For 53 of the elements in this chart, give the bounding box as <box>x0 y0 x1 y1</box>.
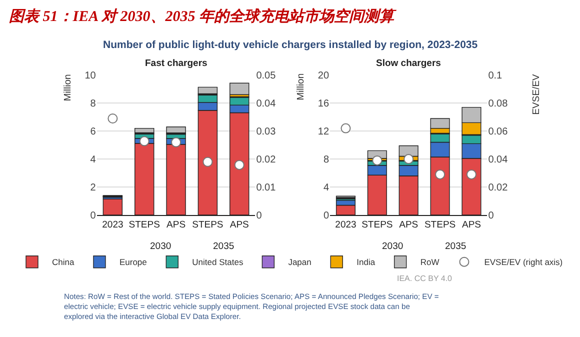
y2-tick-label: 0 <box>488 210 494 222</box>
x-tick-label: 2023 <box>102 219 124 230</box>
y-tick-label: 10 <box>84 70 96 82</box>
y-tick-label: 20 <box>318 70 330 82</box>
legend-label: EVSE/EV (right axis) <box>484 257 563 268</box>
x-tick-label: APS <box>166 219 186 230</box>
text: 2030 <box>382 241 404 252</box>
legend-label: United States <box>192 257 244 268</box>
y2-axis-title: EVSE/EV <box>531 73 542 115</box>
x-tick-label: STEPS <box>362 219 393 230</box>
y2-tick-label: 0.04 <box>256 98 276 110</box>
y2-tick-label: 0 <box>256 210 262 222</box>
y-tick-label: 16 <box>318 98 330 110</box>
y-tick-label: 0 <box>323 210 330 222</box>
text: 2035 <box>213 241 234 252</box>
legend-label: Europe <box>119 257 148 268</box>
y-tick-label: 0 <box>90 210 96 222</box>
y-tick-label: 6 <box>90 126 96 138</box>
y-axis-title: Million <box>296 73 307 100</box>
chart-title: Slow chargers <box>376 58 441 69</box>
text: 2030 <box>150 241 172 252</box>
y-tick-label: 8 <box>323 154 330 166</box>
chart-title: Fast chargers <box>145 58 208 69</box>
y2-tick-label: 0.06 <box>488 126 508 138</box>
text: 2035 <box>445 241 466 252</box>
legend-label: Japan <box>288 257 312 268</box>
x-tick-label: STEPS <box>192 219 224 230</box>
y-tick-label: 4 <box>90 154 96 166</box>
y-tick-label: 12 <box>318 126 330 138</box>
y2-tick-label: 0.01 <box>256 182 276 194</box>
x-tick-label: APS <box>462 219 481 230</box>
x-tick-label: STEPS <box>424 219 456 230</box>
y-tick-label: 8 <box>90 98 96 110</box>
y2-tick-label: 0.08 <box>488 98 508 110</box>
y2-tick-label: 0.02 <box>488 182 508 194</box>
y2-tick-label: 0.03 <box>256 126 276 138</box>
y2-tick-label: 0.1 <box>488 70 503 82</box>
y-axis-title: Million <box>62 74 74 102</box>
y-tick-label: 2 <box>90 182 96 194</box>
y-tick-label: 4 <box>323 182 330 194</box>
text: IEA. CC BY 4.0 <box>397 274 453 283</box>
text: Number of public light-duty vehicle chargers installed by region, 2023-2035 <box>103 39 478 51</box>
x-tick-label: APS <box>399 219 418 230</box>
y2-tick-label: 0.04 <box>488 154 508 166</box>
y2-tick-label: 0.05 <box>256 70 276 82</box>
x-tick-label: 2023 <box>335 219 356 230</box>
y2-tick-label: 0.02 <box>256 154 276 166</box>
x-tick-label: STEPS <box>128 219 160 230</box>
legend-label: RoW <box>420 257 440 268</box>
x-tick-label: APS <box>230 219 249 230</box>
text: 图表 51：IEA 对 2030、2035 年的全球充电站市场空间测算 <box>9 7 398 25</box>
legend-label: India <box>356 257 376 268</box>
legend-label: China <box>52 257 74 268</box>
